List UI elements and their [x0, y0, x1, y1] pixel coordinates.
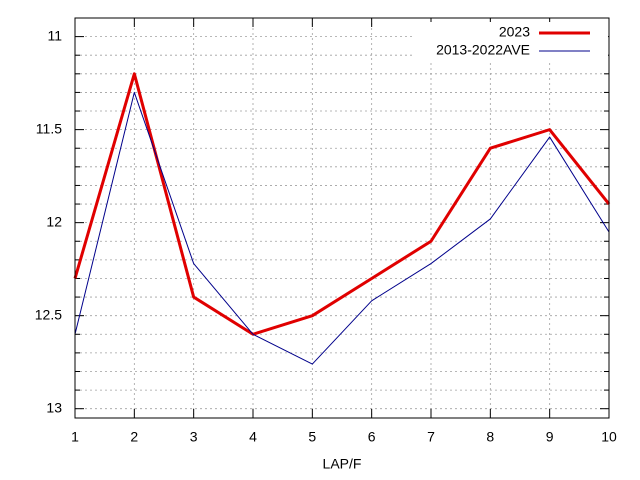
x-tick-label: 4 [249, 429, 257, 445]
legend-box [412, 22, 608, 62]
legend-label: 2013-2022AVE [436, 42, 530, 58]
x-axis-label: LAP/F [323, 456, 362, 472]
series-line [74, 91, 610, 365]
x-tick-label: 6 [368, 429, 376, 445]
x-tick-label: 9 [546, 429, 554, 445]
y-tick-label: 12 [46, 213, 62, 229]
x-tick-label: 3 [190, 429, 198, 445]
y-tick-label: 11.5 [36, 120, 62, 136]
x-tick-label: 7 [427, 429, 435, 445]
plot-border [74, 17, 610, 419]
x-tick-label: 1 [71, 429, 79, 445]
y-tick-label: 12.5 [35, 306, 62, 322]
x-tick-label: 5 [308, 429, 316, 445]
y-tick-label: 13 [46, 399, 62, 415]
y-tick-label: 11 [47, 27, 62, 43]
series-line [73, 72, 611, 336]
x-tick-label: 8 [486, 429, 494, 445]
x-tick-label: 2 [130, 429, 138, 445]
x-tick-label: 10 [601, 429, 617, 445]
legend-label: 2023 [499, 24, 530, 40]
